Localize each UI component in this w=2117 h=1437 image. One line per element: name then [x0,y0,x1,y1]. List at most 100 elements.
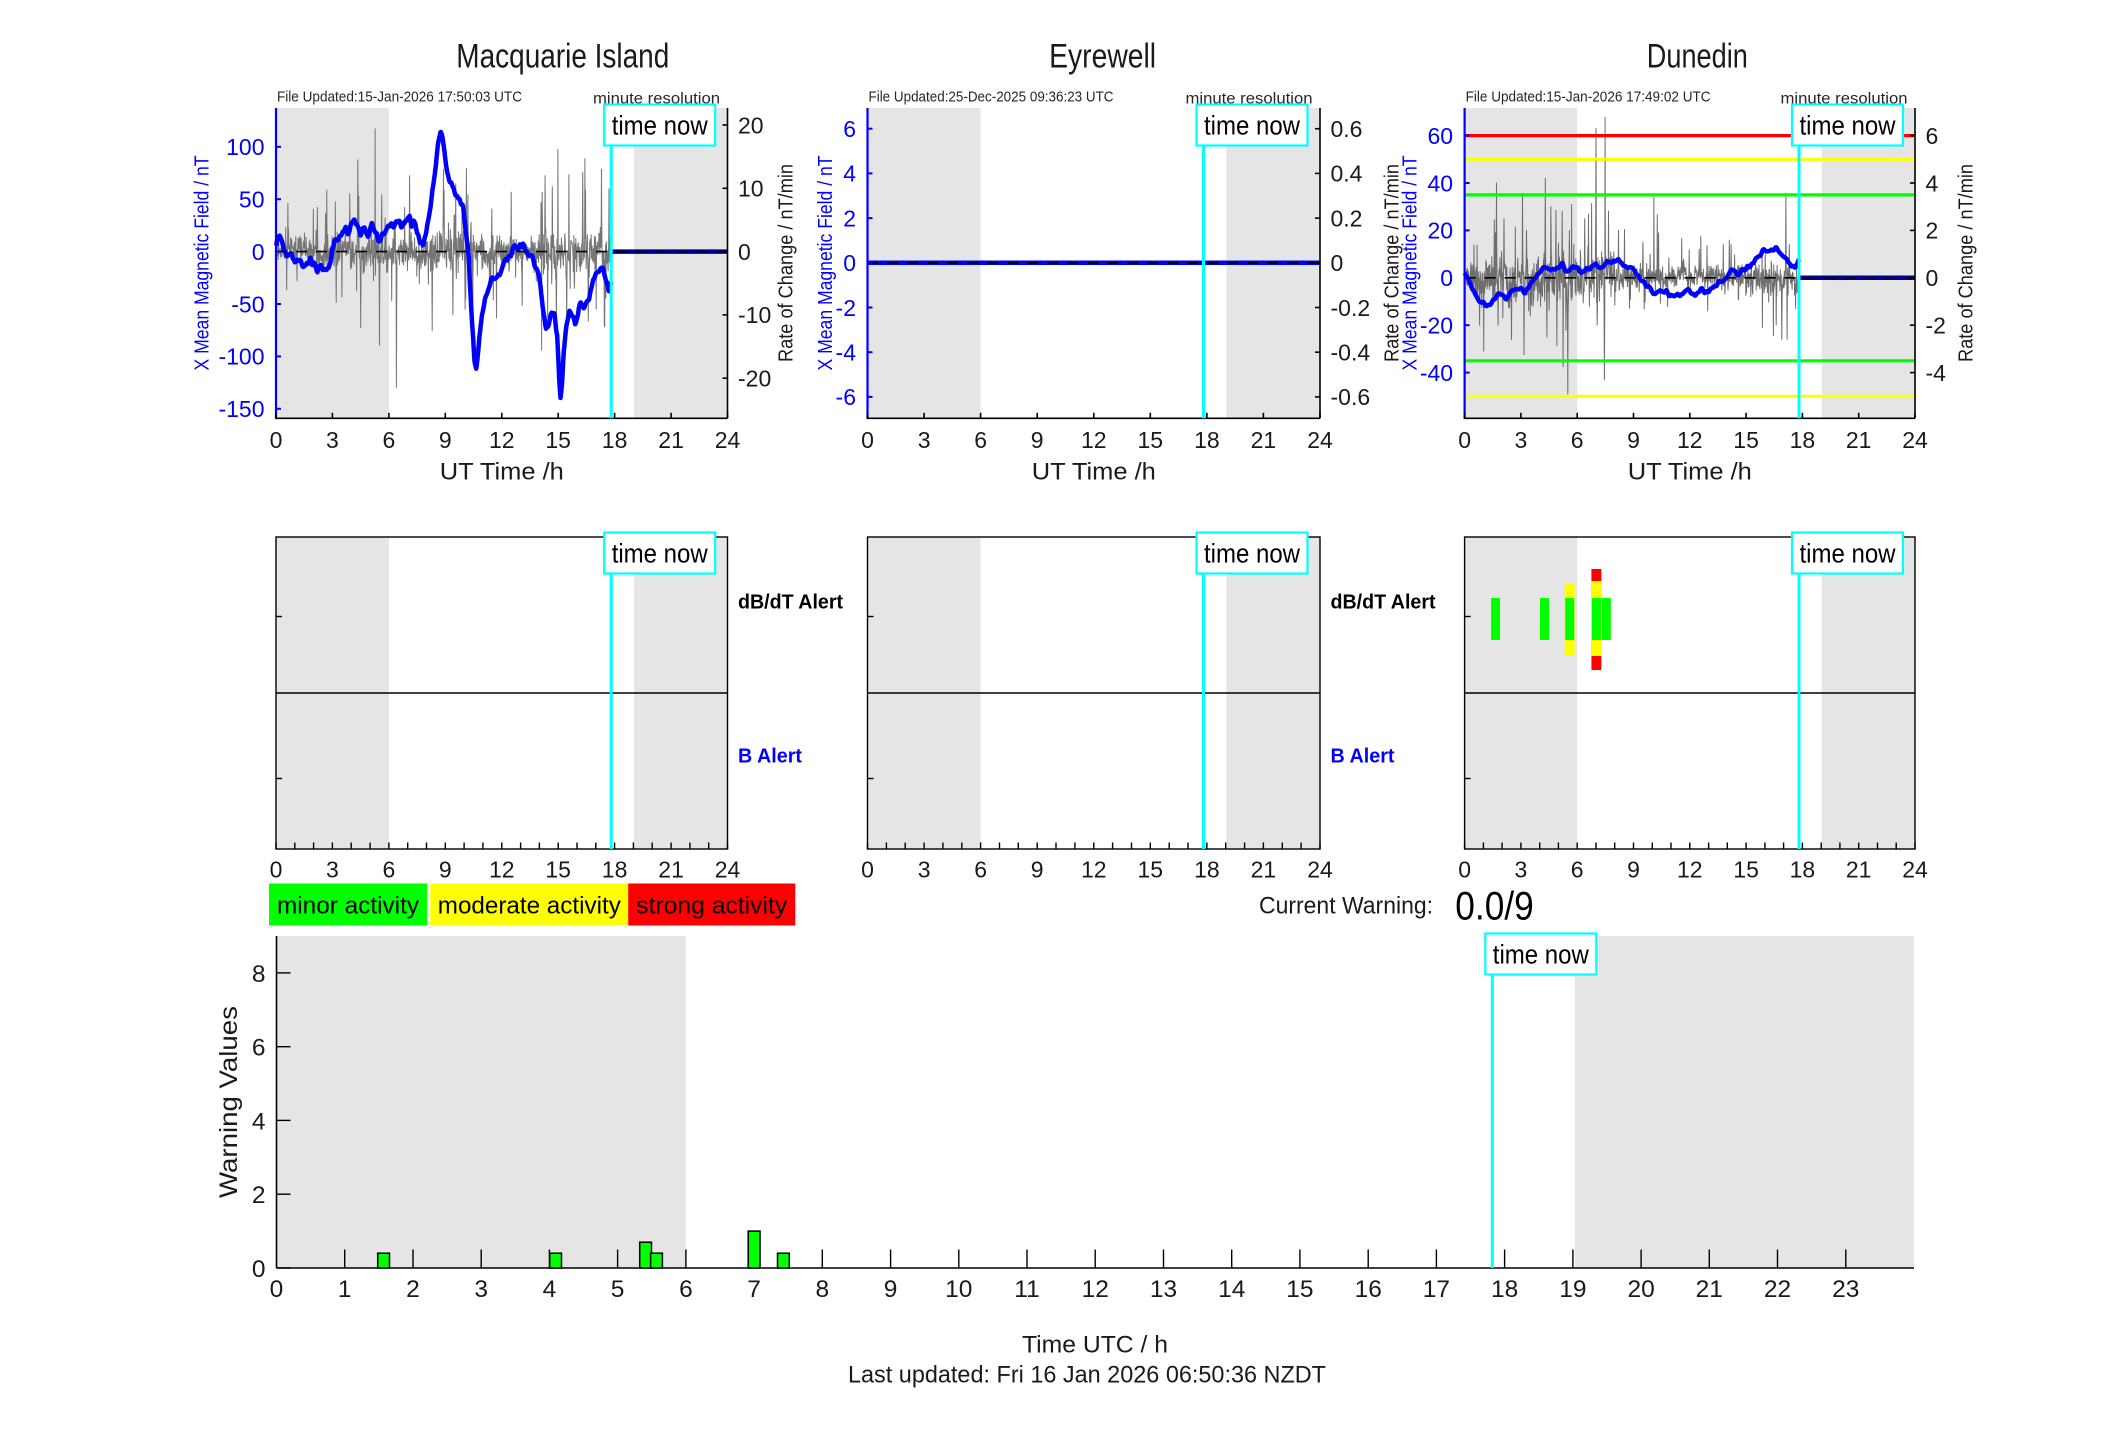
svg-text:12: 12 [1082,1276,1109,1303]
svg-text:9: 9 [1031,427,1044,453]
svg-text:0: 0 [252,1256,266,1283]
svg-text:3: 3 [1515,857,1528,883]
svg-text:3: 3 [326,857,339,883]
svg-text:22: 22 [1764,1276,1791,1303]
svg-text:time now: time now [1800,111,1896,141]
svg-text:5: 5 [611,1276,625,1303]
svg-text:Dunedin: Dunedin [1647,38,1748,76]
svg-text:0: 0 [738,239,751,265]
svg-text:18: 18 [1790,427,1816,453]
svg-text:-2: -2 [836,295,856,321]
svg-text:0: 0 [1331,250,1344,276]
svg-text:3: 3 [474,1276,488,1303]
svg-text:-4: -4 [1926,360,1947,386]
svg-text:UT Time /h: UT Time /h [1032,459,1156,486]
svg-text:9: 9 [1627,857,1640,883]
svg-text:strong activity: strong activity [636,893,787,920]
svg-text:14: 14 [1218,1276,1245,1303]
svg-text:15: 15 [1733,857,1759,883]
svg-text:Eyrewell: Eyrewell [1049,38,1156,76]
svg-text:Rate of Change / nT/min: Rate of Change / nT/min [776,164,798,362]
svg-text:12: 12 [489,857,515,883]
svg-text:3: 3 [1515,427,1528,453]
svg-text:B Alert: B Alert [738,745,802,768]
svg-text:time now: time now [612,539,708,569]
svg-text:18: 18 [602,427,628,453]
svg-text:12: 12 [1081,427,1107,453]
svg-text:18: 18 [1194,857,1220,883]
svg-text:Time UTC / h: Time UTC / h [1022,1332,1168,1359]
svg-text:17: 17 [1423,1276,1450,1303]
svg-text:Rate of Change / nT/min: Rate of Change / nT/min [1382,164,1404,362]
svg-text:20: 20 [1428,218,1454,244]
svg-text:time now: time now [1493,940,1589,970]
svg-text:time now: time now [612,111,708,141]
svg-text:-4: -4 [836,340,857,366]
svg-text:0.4: 0.4 [1331,161,1363,187]
svg-text:15: 15 [1138,857,1164,883]
svg-text:15: 15 [545,857,571,883]
svg-text:24: 24 [715,427,741,453]
svg-text:6: 6 [974,427,987,453]
svg-text:0: 0 [1440,265,1453,291]
svg-text:15: 15 [1733,427,1759,453]
svg-text:4: 4 [252,1108,266,1135]
svg-text:10: 10 [945,1276,972,1303]
svg-text:UT Time /h: UT Time /h [440,459,564,486]
svg-text:-40: -40 [1420,360,1453,386]
svg-text:6: 6 [383,857,396,883]
svg-text:2: 2 [252,1182,266,1209]
svg-text:21: 21 [1251,427,1277,453]
svg-text:16: 16 [1355,1276,1382,1303]
svg-text:Current Warning:: Current Warning: [1259,893,1433,920]
svg-text:X Mean Magnetic Field / nT: X Mean Magnetic Field / nT [192,156,214,371]
svg-text:Macquarie Island: Macquarie Island [456,38,669,76]
svg-text:File Updated:15-Jan-2026 17:49: File Updated:15-Jan-2026 17:49:02 UTC [1466,90,1711,106]
svg-text:15: 15 [545,427,571,453]
svg-text:0: 0 [843,250,856,276]
svg-text:0: 0 [252,239,265,265]
svg-text:X Mean Magnetic Field / nT: X Mean Magnetic Field / nT [1400,156,1422,371]
svg-text:6: 6 [843,116,856,142]
svg-text:24: 24 [715,857,741,883]
svg-text:18: 18 [1790,857,1816,883]
svg-text:15: 15 [1138,427,1164,453]
svg-text:-10: -10 [738,302,771,328]
svg-text:20: 20 [1627,1276,1654,1303]
svg-text:X Mean Magnetic Field / nT: X Mean Magnetic Field / nT [815,156,837,371]
svg-text:time now: time now [1204,111,1300,141]
svg-text:100: 100 [226,134,264,160]
svg-text:21: 21 [1251,857,1277,883]
svg-text:minute resolution: minute resolution [593,90,720,107]
svg-text:-2: -2 [1926,313,1946,339]
svg-text:21: 21 [1846,857,1872,883]
svg-text:9: 9 [439,427,452,453]
svg-text:6: 6 [252,1035,266,1062]
svg-text:0: 0 [861,427,874,453]
svg-text:21: 21 [1696,1276,1723,1303]
svg-text:6: 6 [679,1276,693,1303]
svg-text:0: 0 [861,857,874,883]
svg-text:-0.2: -0.2 [1331,295,1371,321]
svg-text:moderate activity: moderate activity [438,893,621,920]
svg-text:File Updated:25-Dec-2025 09:36: File Updated:25-Dec-2025 09:36:23 UTC [869,90,1114,106]
svg-text:minute resolution: minute resolution [1781,90,1908,107]
svg-text:-50: -50 [231,291,264,317]
svg-text:Rate of Change / nT/min: Rate of Change / nT/min [1956,164,1978,362]
svg-text:2: 2 [406,1276,420,1303]
svg-text:0: 0 [1926,265,1939,291]
svg-text:60: 60 [1428,123,1454,149]
svg-text:18: 18 [602,857,628,883]
svg-text:9: 9 [1031,857,1044,883]
svg-text:12: 12 [489,427,515,453]
svg-text:0: 0 [1458,857,1471,883]
svg-text:24: 24 [1307,857,1333,883]
svg-text:0: 0 [270,857,283,883]
svg-text:0: 0 [270,427,283,453]
svg-text:4: 4 [1926,170,1939,196]
svg-text:dB/dT Alert: dB/dT Alert [738,591,843,614]
svg-text:18: 18 [1491,1276,1518,1303]
svg-text:0: 0 [270,1276,284,1303]
svg-text:40: 40 [1428,170,1454,196]
svg-text:-20: -20 [738,366,771,392]
